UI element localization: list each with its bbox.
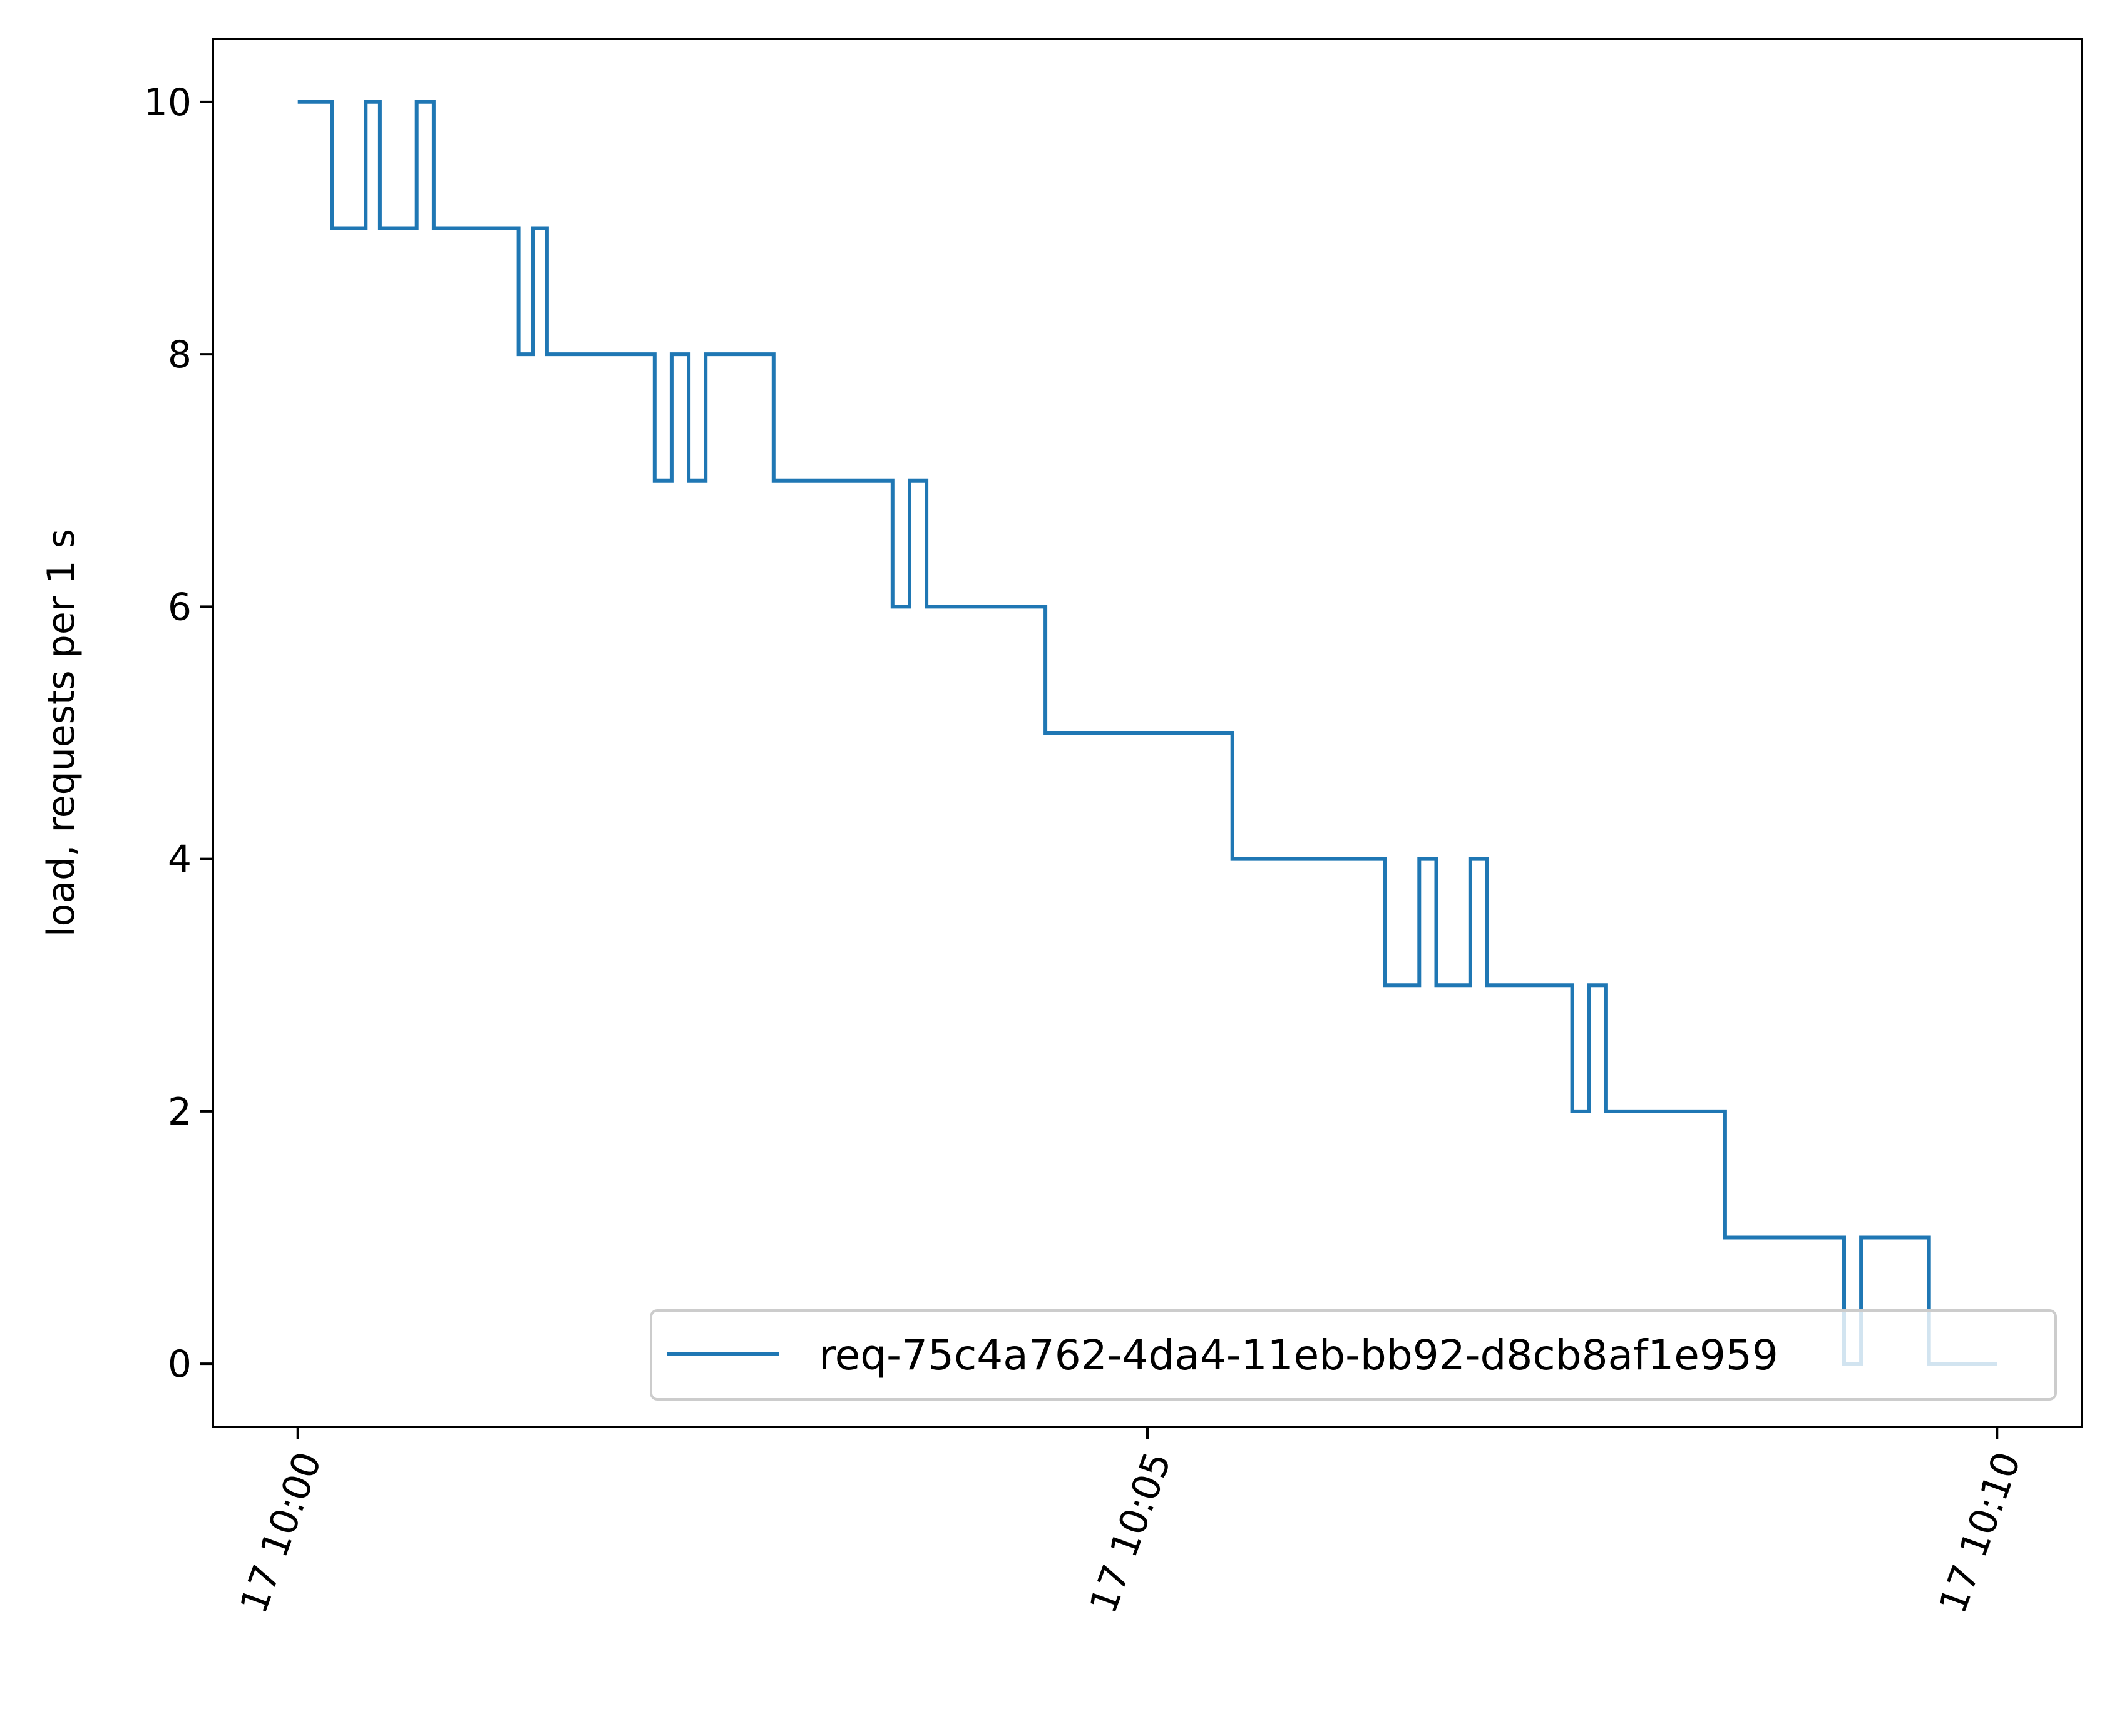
legend: req-75c4a762-4da4-11eb-bb92-d8cb8af1e959 xyxy=(650,1309,2057,1401)
y-tick-label: 2 xyxy=(168,1090,192,1134)
series-line-0 xyxy=(297,100,1997,1366)
y-tick-label: 8 xyxy=(168,333,192,377)
legend-frame xyxy=(650,1309,2057,1401)
y-tick-label: 4 xyxy=(168,838,192,882)
y-tick-label: 10 xyxy=(144,81,192,125)
y-tick-label: 0 xyxy=(168,1342,192,1386)
y-axis-label: load, requests per 1 s xyxy=(39,529,83,937)
y-tick-label: 6 xyxy=(168,585,192,629)
series-layer xyxy=(297,100,1997,1366)
y-axis: 0 2 4 6 8 10 xyxy=(144,81,213,1386)
legend-label: req-75c4a762-4da4-11eb-bb92-d8cb8af1e959 xyxy=(819,1331,1778,1379)
